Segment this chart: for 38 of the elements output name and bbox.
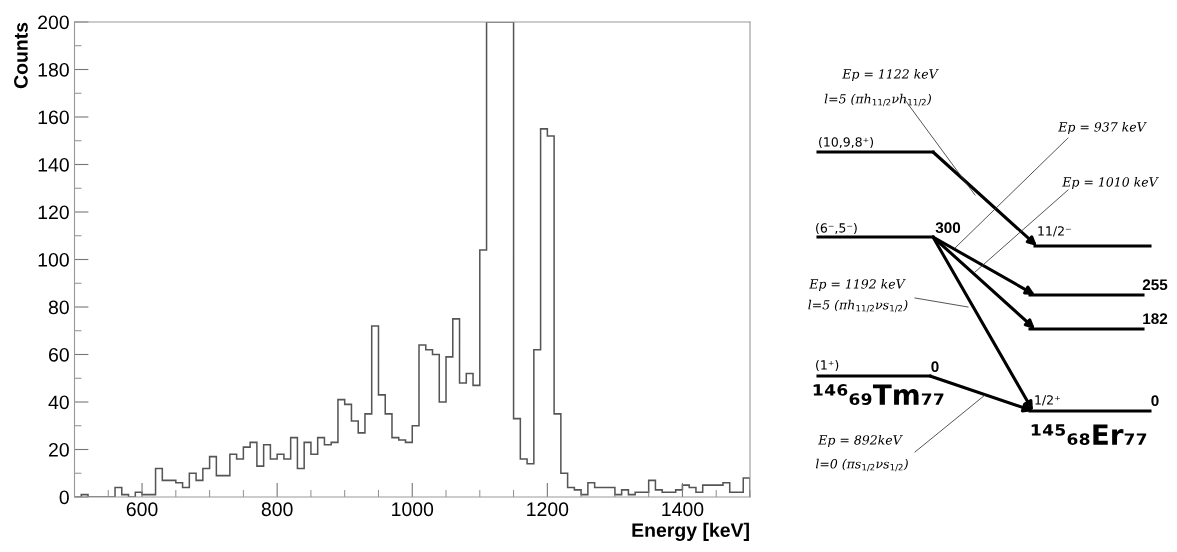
y-tick-label: 180 [38,62,69,77]
text: 300 [935,222,961,234]
text: l=0 (πs$_{1/2}$νs$_{1/2}$) [815,458,908,472]
y-tick-label: 100 [38,252,69,267]
y-tick-label: 80 [48,300,69,315]
x-tick-label: 1200 [527,502,569,517]
y-tick-label: 60 [49,347,69,362]
y-tick-label: 40 [48,395,69,410]
text: Ep = 892keV [818,434,903,448]
text: 182 [1143,313,1168,325]
text: 1/2⁺ [1035,395,1060,406]
text: ¹⁴⁵₆₈Er₇₇ [1031,424,1147,445]
y-tick-label: 20 [48,442,69,457]
text: 11/2⁻ [1038,226,1071,237]
text: 0 [1151,395,1159,407]
text: l=5 (πh$_{11/2}$νs$_{1/2}$) [808,299,908,313]
text: l=5 (πh$_{11/2}$νh$_{11/2}$) [824,93,931,107]
x-axis-title: Energy [keV] [632,522,749,541]
text: Ep = 1010 keV [1062,176,1159,190]
x-tick-label: 1400 [662,502,704,517]
x-tick-label: 800 [261,502,293,517]
y-axis-title: Counts [14,22,28,89]
x-tick-label: 1000 [392,502,434,517]
text: Ep = 1122 keV [842,68,939,82]
text: ¹⁴⁶₆₉Tm₇₇ [813,384,944,405]
text: (6⁻,5⁻) [816,222,857,235]
text: (1⁺) [816,359,839,372]
y-tick-label: 0 [59,490,69,505]
y-tick-label: 120 [38,205,69,220]
y-tick-label: 200 [38,15,69,30]
y-tick-label: 160 [38,110,69,125]
text: (10,9,8⁺) [819,136,874,149]
text: 255 [1142,279,1168,291]
text: Ep = 937 keV [1058,121,1147,135]
y-tick-label: 140 [38,157,69,172]
text: Ep = 1192 keV [809,278,906,292]
text: 0 [931,361,939,373]
x-tick-label: 600 [126,502,158,517]
